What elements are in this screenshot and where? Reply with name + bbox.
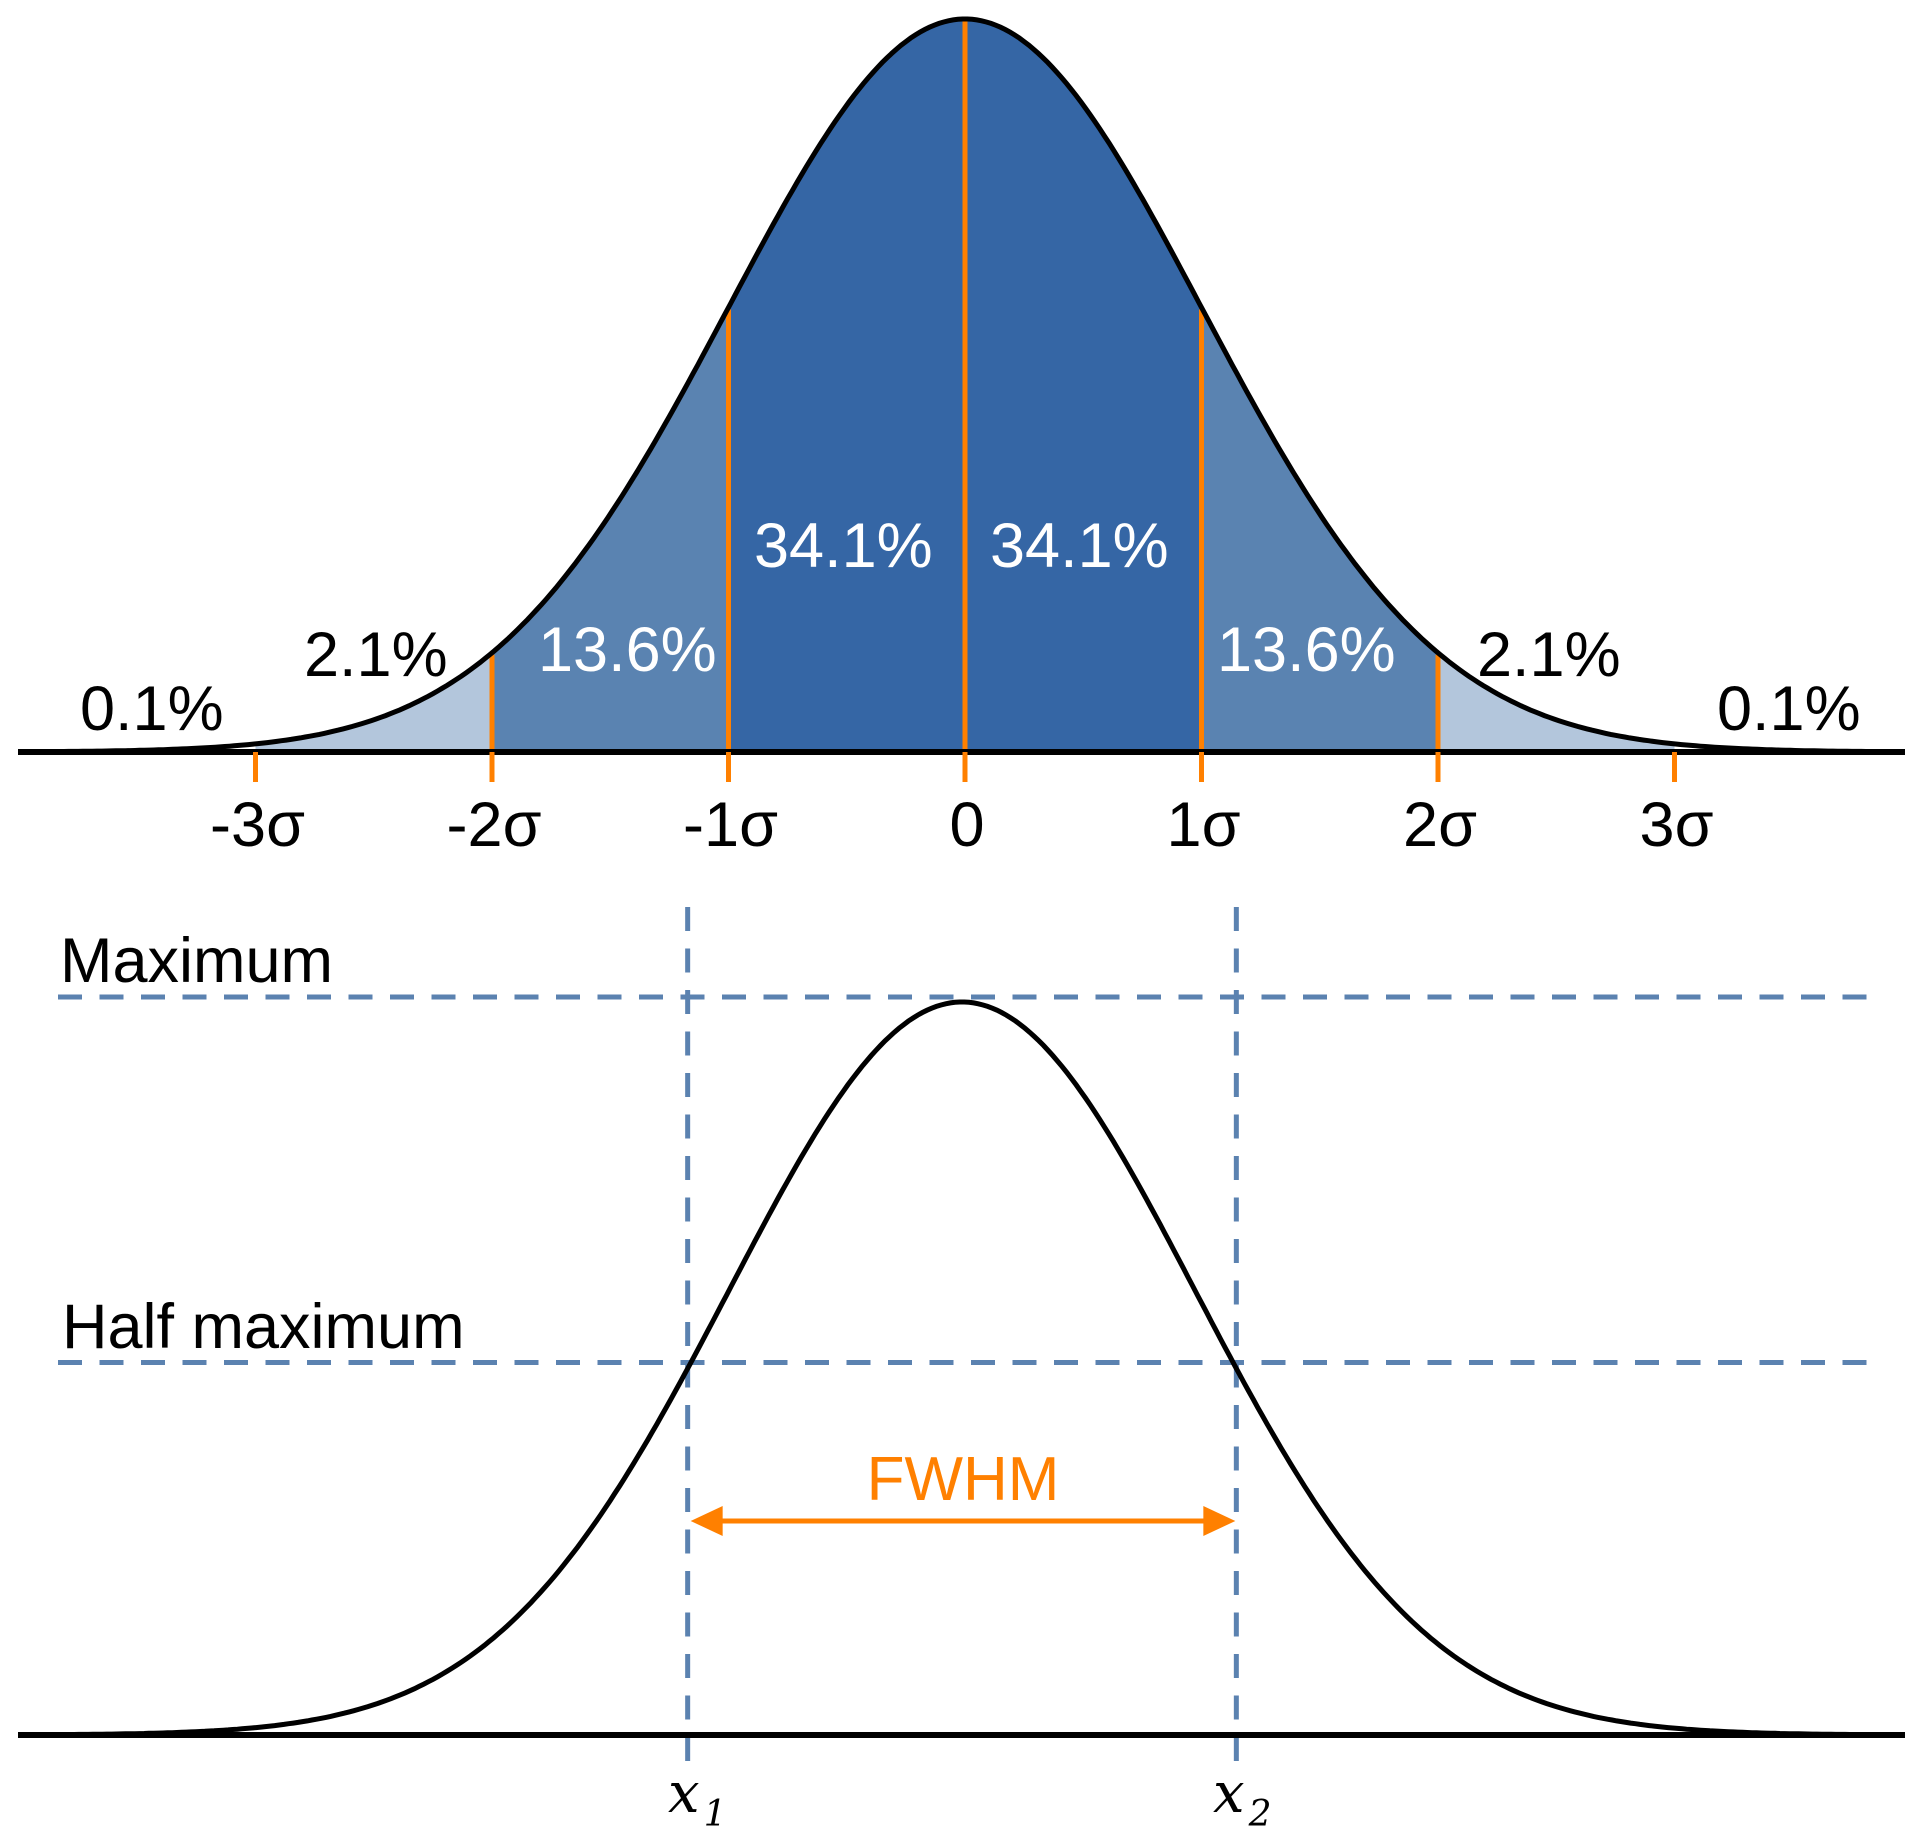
x-tick-label: -1σ bbox=[683, 790, 778, 860]
region-label-1sd-2sd-left: 13.6% bbox=[538, 615, 717, 685]
x1-letter: x bbox=[668, 1761, 700, 1826]
x1-subscript: 1 bbox=[704, 1794, 727, 1835]
x-tick-label: -2σ bbox=[447, 790, 542, 860]
x-axis-tick-labels: -3σ -2σ -1σ 0 1σ 2σ 3σ bbox=[210, 790, 1713, 860]
sigma-dividers bbox=[489, 21, 1441, 752]
normal-curve bbox=[30, 16, 1900, 755]
region-label-0-1sd-left: 34.1% bbox=[754, 511, 933, 581]
arrow-left-icon bbox=[690, 1506, 723, 1536]
x2-letter: x bbox=[1213, 1761, 1245, 1826]
fwhm-arrow bbox=[690, 1506, 1236, 1536]
x-tick-label: 3σ bbox=[1640, 790, 1714, 860]
region-label-tail-left: 0.1% bbox=[80, 674, 224, 744]
x-tick-label: -3σ bbox=[210, 790, 305, 860]
x-axis-ticks bbox=[253, 752, 1677, 782]
region-fill-3 bbox=[728, 19, 965, 752]
gaussian-curve bbox=[41, 999, 1883, 1738]
x-tick-label: 1σ bbox=[1167, 790, 1241, 860]
x2-subscript: 2 bbox=[1248, 1794, 1272, 1835]
region-label-tail-right: 0.1% bbox=[1717, 674, 1861, 744]
region-percent-labels: 0.1% 2.1% 13.6% 34.1% 34.1% 13.6% 2.1% 0… bbox=[80, 511, 1861, 744]
x-tick-label: 2σ bbox=[1403, 790, 1477, 860]
region-label-0-1sd-right: 34.1% bbox=[990, 511, 1169, 581]
region-fill-1 bbox=[255, 652, 492, 752]
region-fill-4 bbox=[965, 19, 1202, 752]
region-label-2sd-left: 2.1% bbox=[304, 620, 448, 690]
region-label-2sd-right: 2.1% bbox=[1477, 620, 1621, 690]
fwhm-label: FWHM bbox=[867, 1445, 1060, 1514]
region-fill-6 bbox=[1438, 652, 1675, 752]
region-label-1sd-2sd-right: 13.6% bbox=[1217, 615, 1396, 685]
guide-lines bbox=[58, 907, 1868, 1762]
half-maximum-label: Half maximum bbox=[62, 1292, 465, 1362]
sigma-distribution-panel: 0.1% 2.1% 13.6% 34.1% 34.1% 13.6% 2.1% 0… bbox=[18, 16, 1905, 860]
x-tick-label: 0 bbox=[949, 790, 984, 860]
maximum-label: Maximum bbox=[60, 926, 333, 996]
arrow-right-icon bbox=[1203, 1506, 1236, 1536]
